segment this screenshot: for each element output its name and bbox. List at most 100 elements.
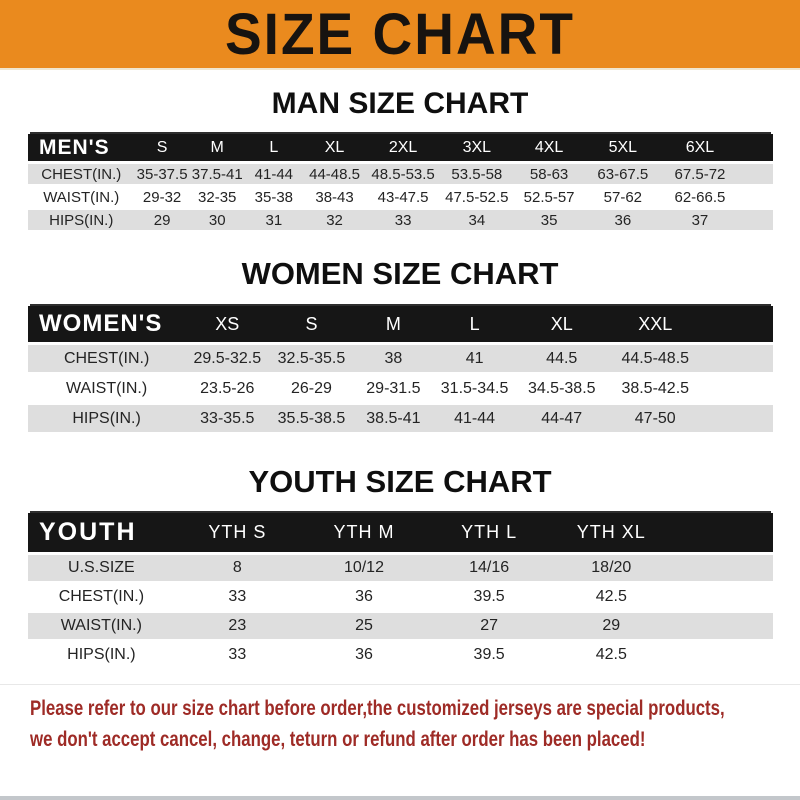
column-header: XS (185, 306, 270, 345)
size-value-cell: 44.5 (515, 345, 608, 375)
row-label: WAIST(IN.) (28, 187, 135, 210)
size-value-cell: 8 (174, 555, 300, 584)
table-row: WAIST(IN.) 23.5-26 26-29 29-31.5 31.5-34.5 34… (28, 375, 773, 405)
table-header-label: YOUTH (28, 513, 175, 555)
size-value-cell: 34.5-38.5 (515, 375, 608, 405)
section-mens: MAN SIZE CHART MEN'S S M L XL 2XL 3XL 4XL 5XL 6XL C… (0, 86, 800, 233)
size-value-cell: 30 (189, 210, 245, 233)
size-value-cell: 38 (353, 345, 434, 375)
size-value-cell: 39.5 (428, 584, 551, 613)
spacer-cell (702, 405, 773, 435)
size-table-mens: MEN'S S M L XL 2XL 3XL 4XL 5XL 6XL CHEST(IN.) 35-37… (28, 134, 773, 233)
table-row: HIPS(IN.) 29 30 31 32 33 34 35 36 37 (28, 210, 773, 233)
size-value-cell: 18/20 (550, 555, 673, 584)
section-youth: YOUTH SIZE CHART YOUTH YTH S YTH M YTH L YTH … (0, 464, 800, 671)
size-value-cell: 44-47 (515, 405, 608, 435)
column-header: M (189, 134, 245, 164)
table-row: CHEST(IN.) 35-37.5 37.5-41 41-44 44-48.5 48.5… (28, 164, 773, 187)
size-value-cell: 31.5-34.5 (433, 375, 516, 405)
size-value-cell: 42.5 (550, 584, 673, 613)
size-value-cell: 27 (428, 613, 551, 642)
column-header: YTH L (428, 513, 551, 555)
size-chart-sections: MAN SIZE CHART MEN'S S M L XL 2XL 3XL 4XL 5XL 6XL C… (0, 86, 800, 671)
size-value-cell: 38-43 (302, 187, 367, 210)
size-value-cell: 37 (661, 210, 739, 233)
table-header-label: MEN'S (28, 134, 135, 164)
section-heading-mens: MAN SIZE CHART (271, 87, 529, 120)
size-value-cell: 10/12 (299, 555, 429, 584)
column-header: 3XL (439, 134, 514, 164)
column-header: S (269, 306, 354, 345)
spacer-cell (672, 642, 773, 671)
size-value-cell: 26-29 (269, 375, 354, 405)
header-row: YOUTH YTH S YTH M YTH L YTH XL (28, 513, 773, 555)
row-label: WAIST(IN.) (28, 613, 175, 642)
spacer-cell (672, 555, 773, 584)
column-header: XXL (607, 306, 703, 345)
header-row: MEN'S S M L XL 2XL 3XL 4XL 5XL 6XL (28, 134, 773, 164)
size-value-cell: 48.5-53.5 (366, 164, 440, 187)
spacer-cell (738, 134, 773, 164)
row-label: CHEST(IN.) (28, 584, 175, 613)
spacer-cell (672, 513, 773, 555)
size-value-cell: 52.5-57 (513, 187, 585, 210)
column-header: 4XL (513, 134, 585, 164)
column-header: YTH M (299, 513, 429, 555)
size-value-cell: 39.5 (428, 642, 551, 671)
banner-title: SIZE CHART (225, 0, 575, 67)
spacer-cell (672, 584, 773, 613)
size-value-cell: 58-63 (513, 164, 585, 187)
table-row: WAIST(IN.) 23 25 27 29 (28, 613, 773, 642)
size-value-cell: 29-31.5 (353, 375, 434, 405)
size-value-cell: 44.5-48.5 (607, 345, 703, 375)
column-header: S (134, 134, 190, 164)
size-value-cell: 62-66.5 (661, 187, 739, 210)
size-value-cell: 25 (299, 613, 429, 642)
size-value-cell: 38.5-42.5 (607, 375, 703, 405)
size-value-cell: 37.5-41 (189, 164, 245, 187)
table-row: WAIST(IN.) 29-32 32-35 35-38 38-43 43-47.5 47.… (28, 187, 773, 210)
spacer-cell (702, 306, 773, 345)
column-header: L (244, 134, 303, 164)
section-heading-youth: YOUTH SIZE CHART (248, 464, 552, 499)
column-header: M (353, 306, 434, 345)
size-value-cell: 43-47.5 (366, 187, 440, 210)
table-header-label: WOMEN'S (28, 306, 186, 345)
size-value-cell: 36 (584, 210, 662, 233)
size-value-cell: 33 (174, 584, 300, 613)
table-row: HIPS(IN.) 33 36 39.5 42.5 (28, 642, 773, 671)
size-value-cell: 33-35.5 (185, 405, 270, 435)
size-value-cell: 35-37.5 (134, 164, 190, 187)
section-heading-womens: WOMEN SIZE CHART (241, 256, 559, 291)
size-value-cell: 36 (299, 642, 429, 671)
size-value-cell: 32.5-35.5 (269, 345, 354, 375)
footer-disclaimer-line-1: Please refer to our size chart before or… (30, 697, 725, 720)
size-value-cell: 67.5-72 (661, 164, 739, 187)
table-row: HIPS(IN.) 33-35.5 35.5-38.5 38.5-41 41-44 44-… (28, 405, 773, 435)
size-value-cell: 57-62 (584, 187, 662, 210)
row-label: WAIST(IN.) (28, 375, 186, 405)
size-value-cell: 23.5-26 (185, 375, 270, 405)
section-womens: WOMEN SIZE CHART WOMEN'S XS S M L XL XXL CHEST(I… (0, 256, 800, 435)
size-value-cell: 29-32 (134, 187, 190, 210)
size-value-cell: 33 (174, 642, 300, 671)
column-header: XL (302, 134, 367, 164)
size-value-cell: 14/16 (428, 555, 551, 584)
spacer-cell (702, 345, 773, 375)
size-chart-banner: SIZE CHART (0, 0, 800, 70)
size-value-cell: 53.5-58 (439, 164, 514, 187)
size-value-cell: 35-38 (244, 187, 303, 210)
size-value-cell: 31 (244, 210, 303, 233)
size-value-cell: 35.5-38.5 (269, 405, 354, 435)
column-header: YTH XL (550, 513, 673, 555)
size-value-cell: 44-48.5 (302, 164, 367, 187)
footer-disclaimer: Please refer to our size chart before or… (0, 684, 800, 755)
size-value-cell: 23 (174, 613, 300, 642)
size-value-cell: 47.5-52.5 (439, 187, 514, 210)
size-value-cell: 32-35 (189, 187, 245, 210)
size-value-cell: 32 (302, 210, 367, 233)
size-table-womens: WOMEN'S XS S M L XL XXL CHEST(IN.) 29.5-32.5 32.5… (28, 306, 773, 435)
column-header: XL (515, 306, 608, 345)
table-row: CHEST(IN.) 33 36 39.5 42.5 (28, 584, 773, 613)
row-label: U.S.SIZE (28, 555, 175, 584)
